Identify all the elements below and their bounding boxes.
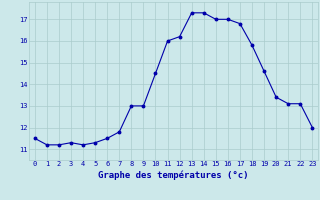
X-axis label: Graphe des températures (°c): Graphe des températures (°c) (98, 170, 249, 180)
